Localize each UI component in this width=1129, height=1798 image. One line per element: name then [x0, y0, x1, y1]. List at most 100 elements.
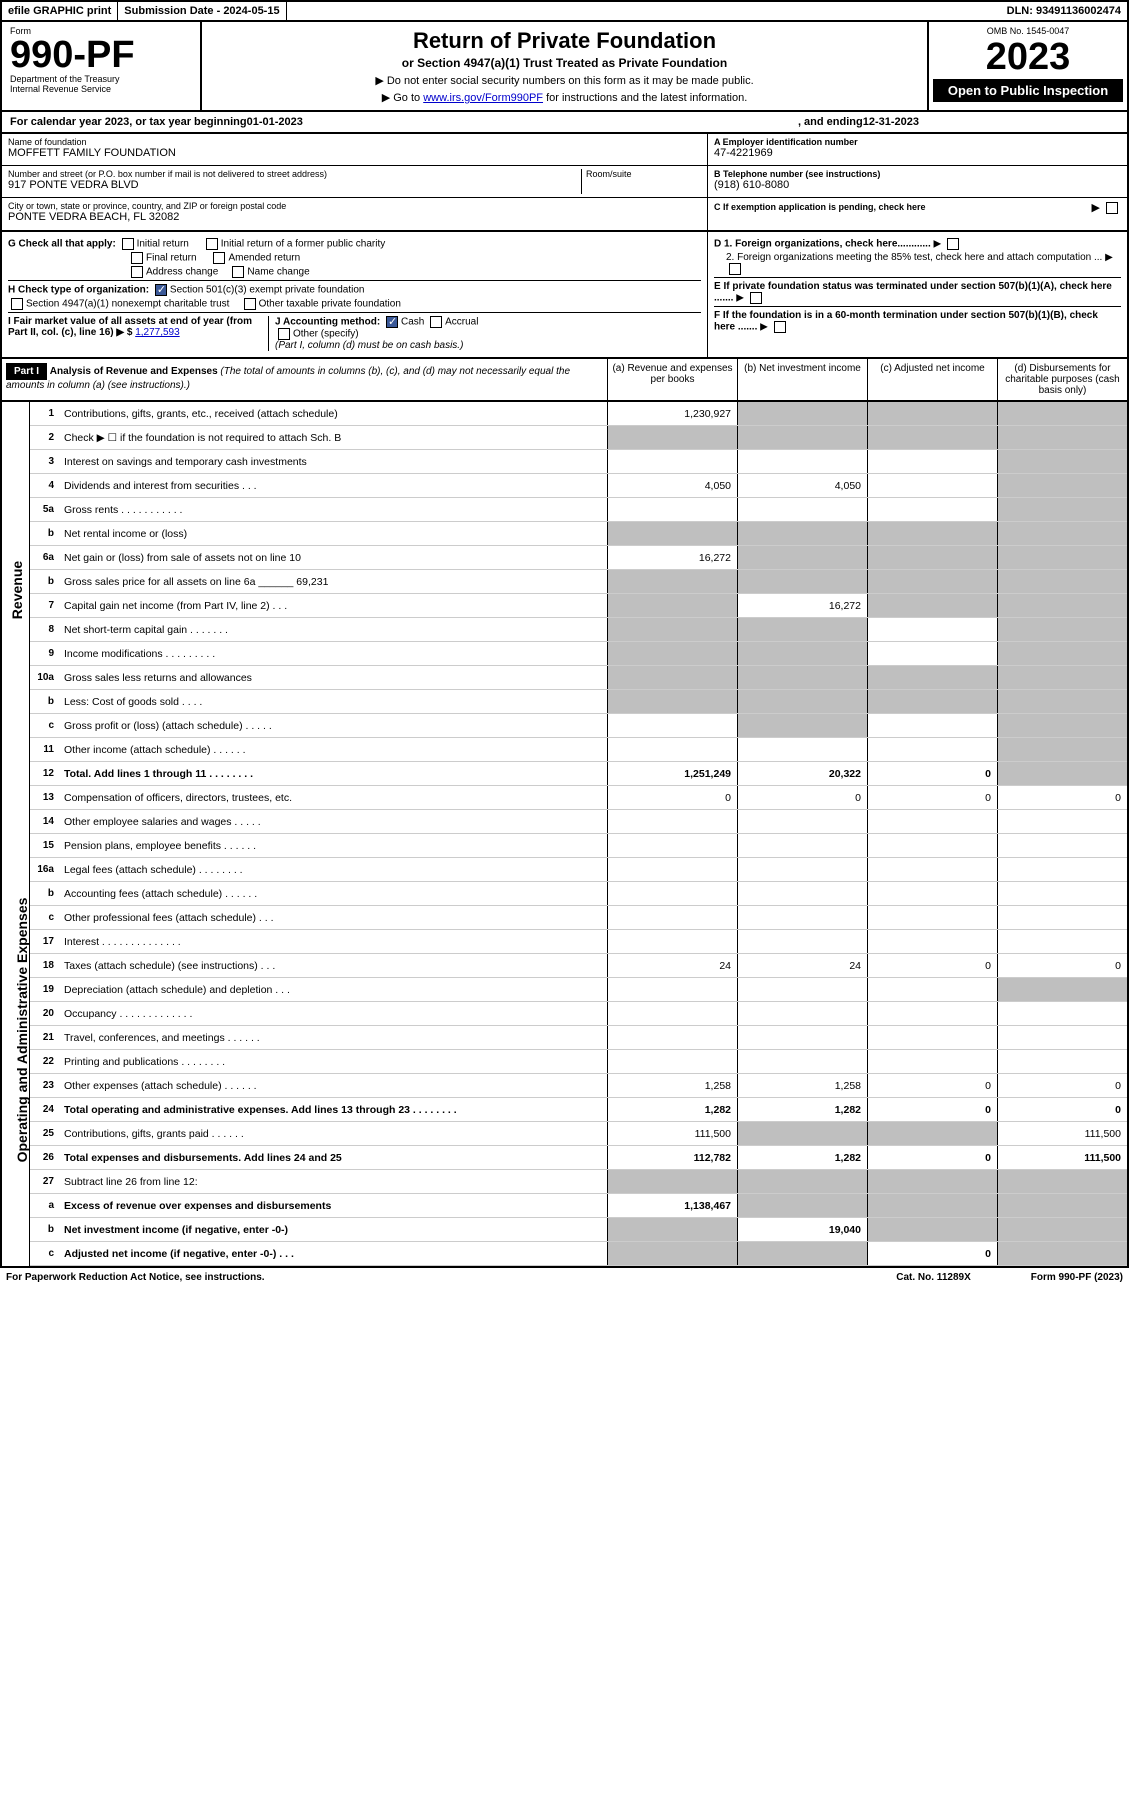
cell-d — [997, 738, 1127, 761]
row-number: 19 — [30, 984, 60, 995]
cell-d — [997, 642, 1127, 665]
e-checkbox[interactable] — [750, 292, 762, 304]
cash-checkbox[interactable] — [386, 316, 398, 328]
cell-a: 0 — [607, 786, 737, 809]
row-number: 8 — [30, 624, 60, 635]
initial-return-checkbox[interactable] — [122, 238, 134, 250]
cell-d — [997, 426, 1127, 449]
fmv-value[interactable]: 1,277,593 — [135, 327, 180, 338]
cell-a — [607, 1026, 737, 1049]
part1-header: Part I Analysis of Revenue and Expenses … — [0, 359, 1129, 402]
name-change-checkbox[interactable] — [232, 266, 244, 278]
cell-a — [607, 810, 737, 833]
table-row: 17Interest . . . . . . . . . . . . . . — [30, 930, 1127, 954]
cell-b — [737, 546, 867, 569]
table-row: 15Pension plans, employee benefits . . .… — [30, 834, 1127, 858]
cell-b — [737, 978, 867, 1001]
row-number: b — [30, 1224, 60, 1235]
d2-checkbox[interactable] — [729, 263, 741, 275]
cell-b — [737, 834, 867, 857]
table-row: 13Compensation of officers, directors, t… — [30, 786, 1127, 810]
row-number: 18 — [30, 960, 60, 971]
exemption-checkbox[interactable] — [1106, 202, 1118, 214]
amended-checkbox[interactable] — [213, 252, 225, 264]
col-d-header: (d) Disbursements for charitable purpose… — [997, 359, 1127, 400]
cell-d — [997, 570, 1127, 593]
cell-c — [867, 1026, 997, 1049]
cell-d — [997, 1050, 1127, 1073]
f-checkbox[interactable] — [774, 321, 786, 333]
cell-c — [867, 834, 997, 857]
row-number: 10a — [30, 672, 60, 683]
row-number: 4 — [30, 480, 60, 491]
phone: (918) 610-8080 — [714, 179, 1121, 191]
dept-treasury: Department of the Treasury — [10, 74, 192, 84]
final-return-checkbox[interactable] — [131, 252, 143, 264]
cell-b — [737, 522, 867, 545]
part1-label: Part I — [6, 363, 47, 380]
cell-c — [867, 1122, 997, 1145]
cell-c — [867, 522, 997, 545]
cell-a — [607, 1050, 737, 1073]
501c3-checkbox[interactable] — [155, 284, 167, 296]
cell-d — [997, 594, 1127, 617]
cell-b: 20,322 — [737, 762, 867, 785]
address-change-checkbox[interactable] — [131, 266, 143, 278]
table-row: 23Other expenses (attach schedule) . . .… — [30, 1074, 1127, 1098]
cell-b — [737, 882, 867, 905]
cell-c — [867, 882, 997, 905]
d1-checkbox[interactable] — [947, 238, 959, 250]
cell-b — [737, 690, 867, 713]
cell-d: 0 — [997, 954, 1127, 977]
cell-a — [607, 858, 737, 881]
accrual-checkbox[interactable] — [430, 316, 442, 328]
initial-former-checkbox[interactable] — [206, 238, 218, 250]
table-row: cGross profit or (loss) (attach schedule… — [30, 714, 1127, 738]
row-label: Occupancy . . . . . . . . . . . . . — [60, 1005, 607, 1023]
cell-c — [867, 474, 997, 497]
cell-c — [867, 1194, 997, 1217]
d1-label: D 1. Foreign organizations, check here..… — [714, 239, 931, 250]
cell-c — [867, 402, 997, 425]
table-row: bNet rental income or (loss) — [30, 522, 1127, 546]
row-number: 24 — [30, 1104, 60, 1115]
cell-b: 19,040 — [737, 1218, 867, 1241]
cell-b — [737, 1242, 867, 1265]
j-label: J Accounting method: — [275, 317, 380, 328]
4947-checkbox[interactable] — [11, 298, 23, 310]
cell-a — [607, 1218, 737, 1241]
row-label: Contributions, gifts, grants, etc., rece… — [60, 405, 607, 423]
cell-a: 1,138,467 — [607, 1194, 737, 1217]
row-number: b — [30, 576, 60, 587]
table-row: 9Income modifications . . . . . . . . . — [30, 642, 1127, 666]
row-label: Contributions, gifts, grants paid . . . … — [60, 1125, 607, 1143]
row-label: Interest on savings and temporary cash i… — [60, 453, 607, 471]
room-label: Room/suite — [586, 169, 701, 179]
omb: OMB No. 1545-0047 — [933, 26, 1123, 36]
d2-label: 2. Foreign organizations meeting the 85%… — [726, 252, 1102, 263]
efile-label: efile GRAPHIC print — [2, 2, 118, 20]
cat-no: Cat. No. 11289X — [896, 1272, 970, 1283]
cell-d — [997, 498, 1127, 521]
h-label: H Check type of organization: — [8, 285, 149, 296]
other-taxable-checkbox[interactable] — [244, 298, 256, 310]
irs-link[interactable]: www.irs.gov/Form990PF — [423, 92, 543, 104]
cell-b — [737, 1170, 867, 1193]
form-subtitle: or Section 4947(a)(1) Trust Treated as P… — [208, 56, 921, 70]
cell-c: 0 — [867, 762, 997, 785]
dln: DLN: 93491136002474 — [1001, 2, 1127, 20]
cell-d — [997, 690, 1127, 713]
row-label: Excess of revenue over expenses and disb… — [60, 1197, 607, 1215]
ein-label: A Employer identification number — [714, 137, 1121, 147]
row-number: 20 — [30, 1008, 60, 1019]
cell-a: 111,500 — [607, 1122, 737, 1145]
cell-b — [737, 402, 867, 425]
other-method-checkbox[interactable] — [278, 328, 290, 340]
form-title: Return of Private Foundation — [208, 28, 921, 54]
city-label: City or town, state or province, country… — [8, 201, 701, 211]
row-label: Taxes (attach schedule) (see instruction… — [60, 957, 607, 975]
cell-c — [867, 426, 997, 449]
table-row: 7Capital gain net income (from Part IV, … — [30, 594, 1127, 618]
revenue-side-label: Revenue — [9, 535, 25, 645]
open-public: Open to Public Inspection — [933, 79, 1123, 102]
